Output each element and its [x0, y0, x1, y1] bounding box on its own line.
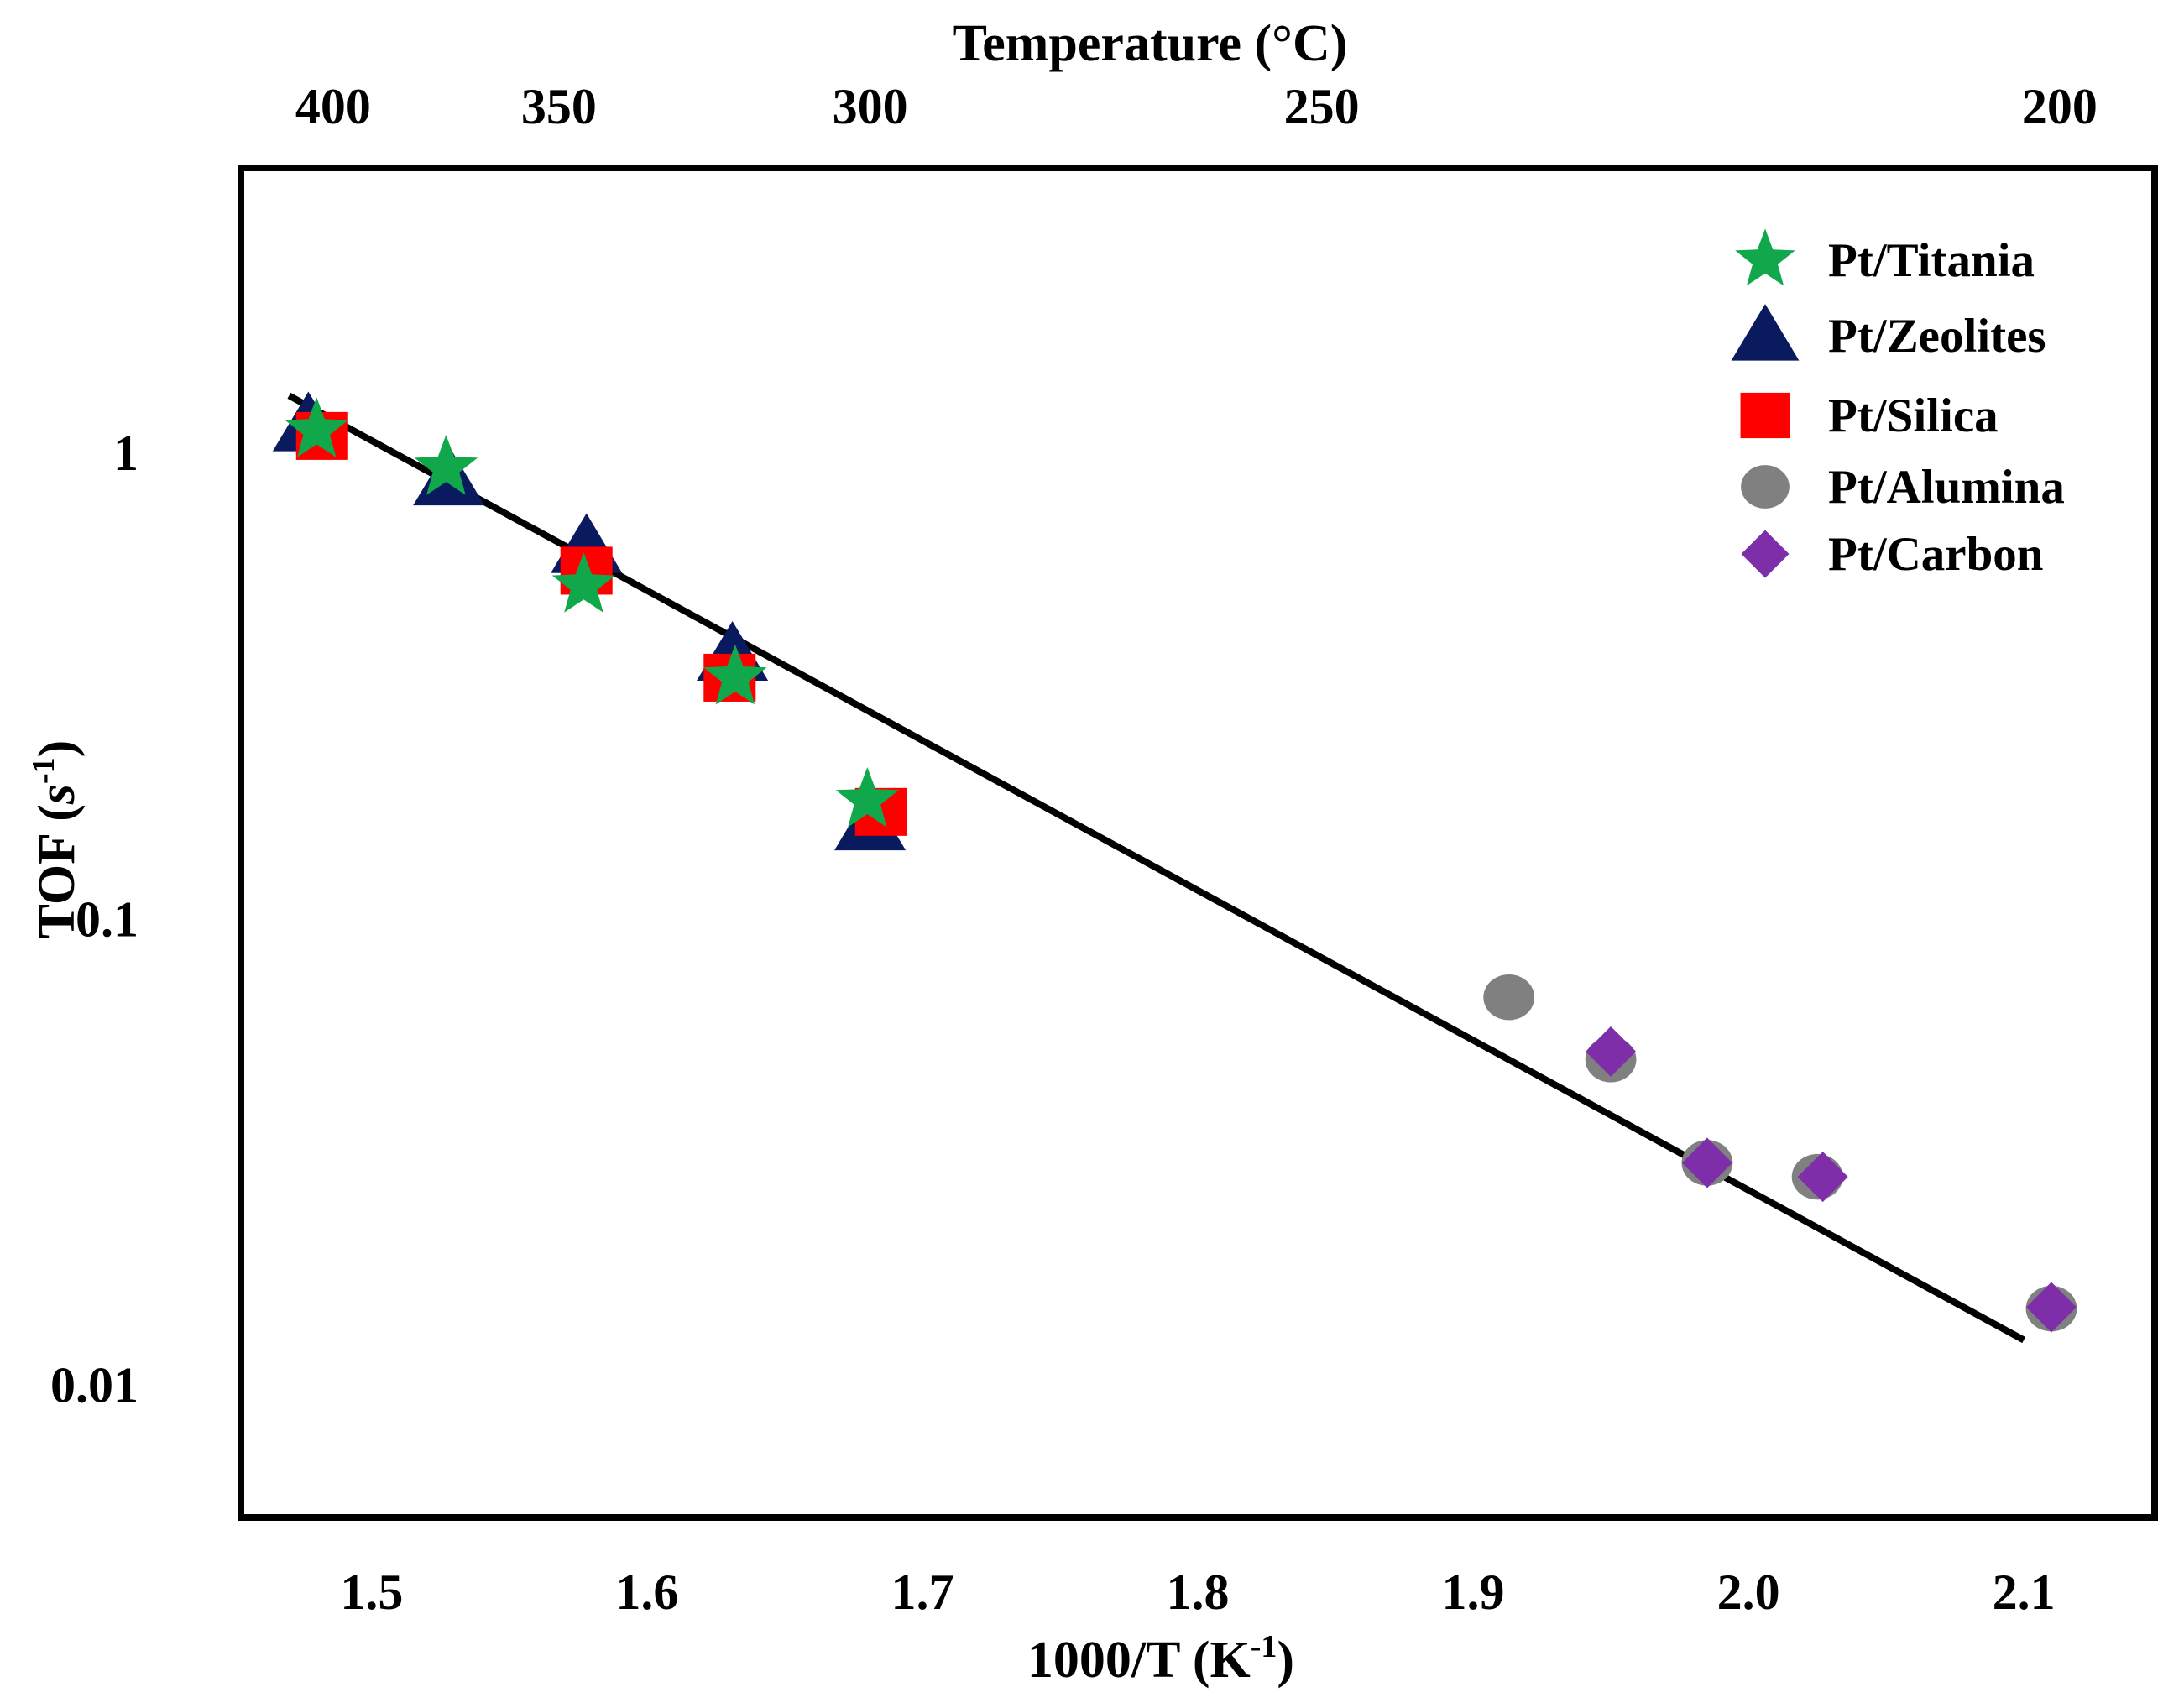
legend-marker-pt-titania: [1735, 228, 1795, 286]
data-points: [272, 391, 2077, 1333]
y-axis-title: TOF (s-1): [26, 740, 86, 939]
y-tick-label: 1: [113, 426, 138, 481]
y-axis-title-main: TOF (: [29, 804, 86, 938]
y-axis-ticks: 1 0.1 0.01: [50, 426, 138, 1413]
top-tick-label: 400: [295, 79, 371, 134]
pt-titania-point: [703, 644, 767, 705]
x-axis-ticks: 1.5 1.6 1.7 1.8 1.9 2.0 2.1: [340, 1564, 2055, 1620]
y-axis-title-end: ): [29, 740, 86, 758]
x-tick-label: 1.5: [340, 1564, 403, 1620]
top-axis-title: Temperature (°C): [953, 15, 1348, 72]
plot-area-frame: [238, 165, 2158, 1521]
x-axis-title-main: 1000/T (K: [1027, 1632, 1251, 1689]
legend: Pt/Titania Pt/Zeolites Pt/Silica Pt/Alumina…: [1731, 228, 2065, 581]
pt-titania-point: [835, 767, 899, 828]
top-tick-label: 350: [521, 79, 597, 134]
top-tick-label: 250: [1284, 79, 1360, 134]
legend-label: Pt/Titania: [1828, 234, 2035, 287]
x-tick-label: 1.7: [891, 1564, 954, 1620]
legend-item-pt-carbon: Pt/Carbon: [1741, 528, 2044, 581]
pt-carbon-point: [1681, 1137, 1732, 1188]
x-axis-title-sup: -1: [1251, 1629, 1277, 1664]
pt-carbon-point: [1797, 1152, 1848, 1203]
legend-marker-pt-silica: [1740, 392, 1790, 439]
y-tick-label: 0.1: [76, 891, 138, 947]
x-axis-title-end: ): [1277, 1632, 1294, 1689]
pt-alumina-point: [1483, 974, 1535, 1021]
x-axis-title: 1000/T (K-1): [1027, 1629, 1294, 1689]
legend-label: Pt/Carbon: [1828, 528, 2044, 581]
x-tick-label: 1.9: [1442, 1564, 1505, 1620]
y-axis-title-sup: -1: [26, 757, 61, 784]
pt-titania-point: [551, 552, 616, 613]
x-tick-label: 2.0: [1717, 1564, 1780, 1620]
legend-label: Pt/Zeolites: [1828, 310, 2046, 363]
legend-label: Pt/Alumina: [1828, 461, 2065, 514]
y-axis-title-unit: s: [29, 784, 86, 805]
top-tick-label: 200: [2022, 79, 2098, 134]
top-tick-label: 300: [833, 79, 908, 134]
legend-item-pt-titania: Pt/Titania: [1735, 228, 2035, 287]
pt-carbon-point: [1586, 1026, 1637, 1077]
pt-titania-point: [285, 397, 348, 457]
pt-titania-point: [414, 435, 478, 495]
legend-marker-pt-zeolites: [1731, 304, 1800, 361]
pt-carbon-point: [2025, 1282, 2077, 1333]
legend-label: Pt/Silica: [1828, 389, 1999, 442]
legend-marker-pt-alumina: [1741, 465, 1790, 509]
y-tick-label: 0.01: [50, 1357, 138, 1413]
legend-marker-pt-carbon: [1741, 530, 1790, 578]
legend-item-pt-silica: Pt/Silica: [1740, 389, 1999, 442]
top-axis-ticks: 400 350 300 250 200: [295, 79, 2098, 134]
legend-item-pt-alumina: Pt/Alumina: [1741, 461, 2065, 514]
legend-item-pt-zeolites: Pt/Zeolites: [1731, 304, 2046, 363]
x-tick-label: 2.1: [1993, 1564, 2056, 1620]
x-tick-label: 1.6: [615, 1564, 678, 1620]
x-tick-label: 1.8: [1167, 1564, 1230, 1620]
